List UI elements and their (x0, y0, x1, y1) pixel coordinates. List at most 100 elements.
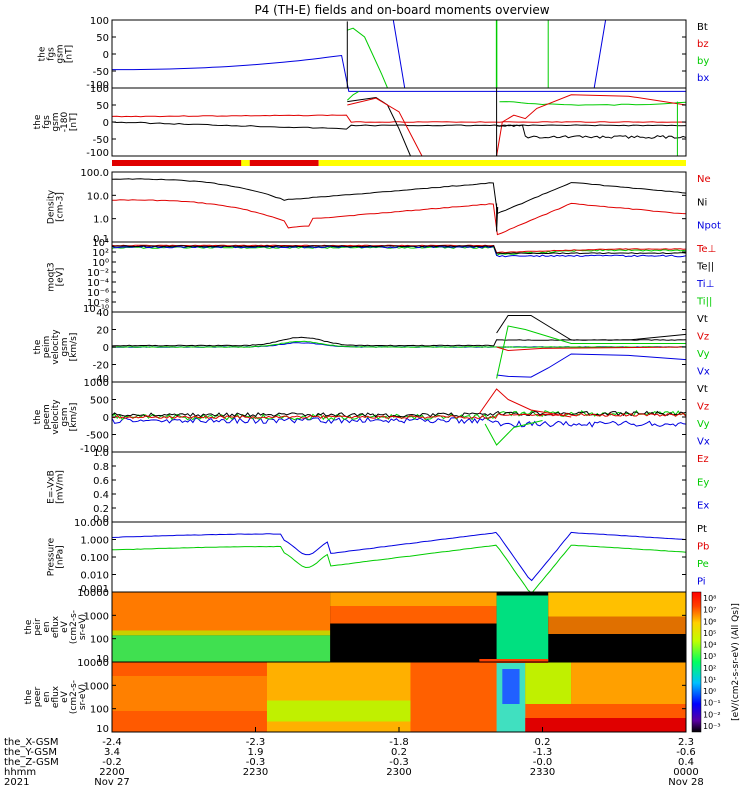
colorbar-tick-label: 10⁴ (703, 641, 716, 650)
ylabel-ele_spec: peer (33, 686, 43, 707)
legend-temp: Te|| (696, 262, 714, 273)
ytick-label-efield: 0.8 (93, 462, 109, 473)
ytick-label-ion_spec: 1000 (84, 611, 109, 622)
ylabel-density: Density (47, 189, 57, 224)
ion-spectrogram-cell (112, 592, 331, 631)
ytick-label-vi: 0 (103, 343, 109, 354)
ytick-label-fgs_180: 50 (96, 101, 109, 112)
series-pe-line (111, 544, 687, 594)
ytick-label-fgs_180: 0 (103, 118, 109, 129)
colorbar-tick-label: 10⁻¹ (703, 699, 721, 708)
ephemeris-row-value: 0.2 (535, 737, 551, 748)
figure-title: P4 (TH-E) fields and on-board moments ov… (254, 3, 549, 17)
ytick-label-fgs_180: -100 (86, 148, 109, 159)
ion-spectrogram-cell (112, 630, 331, 636)
ion-spectrogram-cell (496, 595, 549, 662)
ytick-label-temp: 10⁻² (87, 268, 109, 279)
ylabel-ele_spec: en (42, 691, 52, 702)
ytick-label-temp: 10⁻⁴ (87, 278, 109, 289)
legend-vi: Vt (697, 314, 708, 325)
series-vy-line (111, 340, 687, 348)
ephemeris-row-value: 1.9 (248, 747, 264, 758)
legend-temp: Ti|| (696, 297, 712, 308)
ylabel-fgs: fgs (47, 47, 57, 61)
ylabel-temp: [eV] (56, 268, 66, 287)
series-bz-line (111, 114, 687, 123)
ylabel-ve: peem (42, 404, 52, 430)
electron-spectrogram-cell (525, 662, 572, 704)
spectrogram-flag-bar (479, 659, 549, 663)
series-bz-line (347, 97, 423, 157)
ytick-label-pressure: 10.000 (74, 518, 109, 529)
ytick-label-efield: 0.6 (93, 476, 109, 487)
series-vx-line (496, 353, 687, 378)
series-vy-line (484, 420, 543, 446)
orbit-bar-yellow (318, 160, 686, 166)
ylabel-ion_spec: eV (60, 620, 70, 633)
ytick-label-ve: 1000 (84, 378, 109, 389)
legend-fgs: bz (697, 39, 709, 50)
ytick-label-density: 10.0 (87, 191, 109, 202)
ylabel-fgs_180: gsm (51, 112, 61, 131)
panel-frame-density (111, 171, 687, 243)
ion-spectrogram-cell (330, 606, 497, 624)
ytick-label-density: 0.1 (93, 234, 109, 245)
ephemeris-row-value: -0.3 (246, 757, 266, 768)
series-vx-line (111, 416, 687, 428)
electron-spectrogram-cell (571, 662, 686, 704)
ylabel-ele_spec: eflux (51, 685, 61, 708)
ephemeris-row-value: 0000 (673, 767, 698, 778)
colorbar-tick-label: 10⁸ (703, 594, 716, 603)
ytick-label-ve: 500 (90, 396, 109, 407)
ytick-label-ion_spec: 100 (90, 635, 109, 646)
ytick-label-fgs_180: 100 (90, 84, 109, 95)
series-te-par-line (111, 245, 687, 255)
ytick-label-fgs_180: -50 (93, 135, 109, 146)
ephemeris-row-name: the_Y-GSM (4, 747, 57, 758)
colorbar-label: [eV/(cm2-s-sr-eV) (All Qs)] (731, 603, 741, 721)
legend-pressure: Pi (697, 577, 706, 588)
series-vz-line (111, 413, 687, 420)
legend-efield: Ex (697, 501, 709, 512)
series-bt-line (496, 124, 687, 139)
series-pi-line (111, 531, 687, 582)
ytick-label-temp: 10² (92, 248, 109, 259)
legend-efield: Ez (697, 454, 709, 465)
panel-frame-efield (111, 451, 687, 523)
ephemeris-row-name: the_Z-GSM (4, 757, 59, 768)
series-ne-line (112, 199, 687, 236)
series-bx-line (392, 19, 406, 89)
ion-spectrogram-cell (548, 592, 686, 617)
colorbar-tick-label: 10⁻² (703, 710, 721, 719)
series-vt-line (496, 315, 687, 341)
ephemeris-row-value: -0.0 (533, 757, 553, 768)
ephemeris-row-value: -1.3 (533, 747, 553, 758)
ylabel-efield: E=-VxB (47, 470, 57, 504)
ytick-label-fgs: -100 (86, 80, 109, 91)
panels-layer (112, 160, 686, 166)
spectra-layer (112, 592, 686, 732)
series-bx-line (593, 19, 607, 89)
ylabel-ele_spec: the (24, 689, 34, 704)
ephemeris-row-value: -2.3 (246, 737, 266, 748)
ephemeris-row-value: 2230 (243, 767, 268, 778)
ylabel-fgs_180: the (33, 114, 43, 129)
ytick-label-density: 100.0 (80, 168, 109, 179)
ylabel-ele_spec: eV (60, 690, 70, 703)
legend-pressure: Pt (697, 524, 707, 535)
ytick-label-pressure: 0.001 (80, 584, 109, 595)
ephemeris-row-name: the_X-GSM (4, 737, 58, 748)
series-by-line (346, 90, 360, 101)
legend-ve: Vt (697, 384, 708, 395)
ephemeris-row-value: -1.8 (389, 737, 409, 748)
series-ni-line (111, 178, 687, 215)
legend-temp: Ti⊥ (696, 279, 714, 290)
legend-temp: Te⊥ (696, 244, 716, 255)
ylabel-ion_spec: eflux (51, 615, 61, 638)
ephemeris-row-value: 0.2 (391, 747, 407, 758)
series-by-line (347, 27, 388, 89)
electron-spectrogram-cell (266, 700, 411, 722)
legend-pressure: Pb (697, 542, 709, 553)
legend-density: Ni (697, 197, 707, 208)
